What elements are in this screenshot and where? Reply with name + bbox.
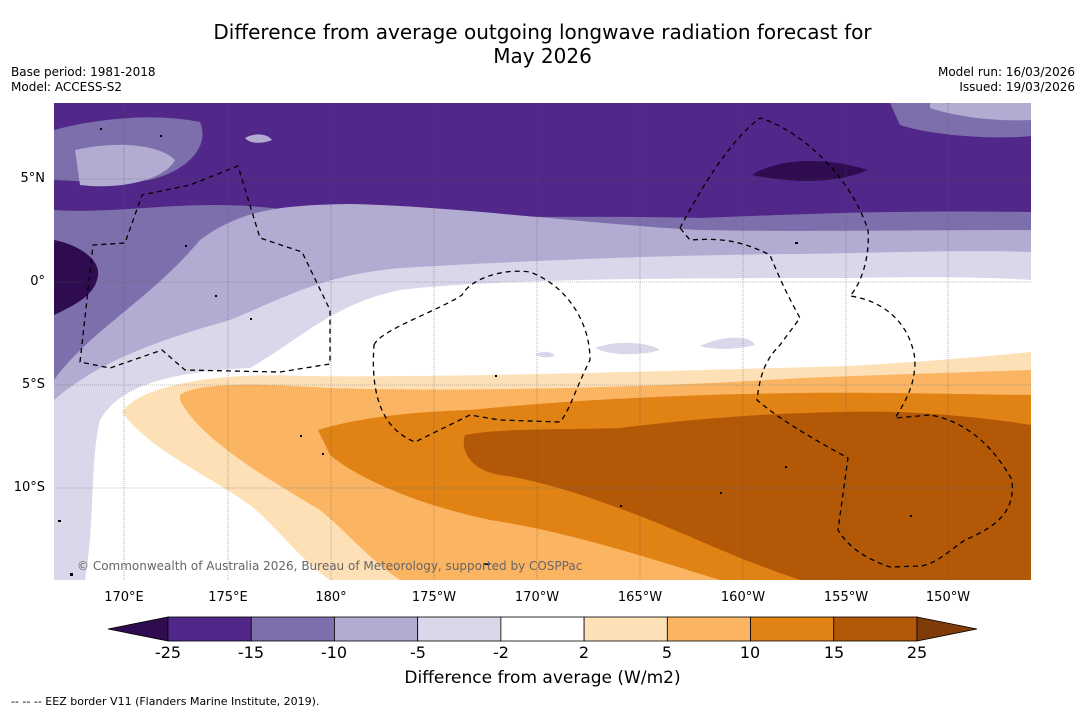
- cbar-tick-2: 2: [578, 643, 590, 662]
- colorbar-segment: [666, 616, 751, 642]
- field-small-patch: [245, 134, 272, 143]
- lon-label-170e: 170°E: [104, 590, 144, 605]
- eez-legend: -- -- -- EEZ border V11 (Flanders Marine…: [11, 695, 320, 708]
- title-line-1: Difference from average outgoing longwav…: [213, 20, 872, 44]
- cbar-tick-minus25: -25: [154, 643, 182, 662]
- title-line-2: May 2026: [493, 44, 592, 68]
- field-patch-nw-light: [75, 144, 175, 187]
- lon-label-170w: 170°W: [514, 590, 560, 605]
- colorbar-segment: [750, 616, 835, 642]
- cbar-tick-25: 25: [906, 643, 928, 662]
- lon-label-155w: 155°W: [823, 590, 869, 605]
- graticule: [54, 103, 1031, 580]
- run-info: Model run: 16/03/2026 Issued: 19/03/2026: [938, 65, 1075, 95]
- cbar-tick-minus5: -5: [410, 643, 426, 662]
- cbar-tick-10: 10: [739, 643, 761, 662]
- colorbar-segment: [583, 616, 668, 642]
- colorbar-segment: [167, 616, 252, 642]
- cbar-tick-15: 15: [823, 643, 845, 662]
- lat-label-5s: 5°S: [21, 377, 45, 392]
- cbar-tick-5: 5: [661, 643, 673, 662]
- issued-date: Issued: 19/03/2026: [959, 80, 1075, 94]
- copyright-text: © Commonwealth of Australia 2026, Bureau…: [77, 559, 583, 573]
- lat-label-5n: 5°N: [20, 171, 46, 186]
- colorbar-label: Difference from average (W/m2): [404, 668, 681, 688]
- lon-label-175w: 175°W: [411, 590, 457, 605]
- lat-label-10s: 10°S: [13, 480, 45, 495]
- model-info: Base period: 1981-2018 Model: ACCESS-S2: [11, 65, 156, 95]
- colorbar-segment: [500, 616, 585, 642]
- colorbar-extend-low: [107, 616, 169, 642]
- cbar-tick-minus2: -2: [493, 643, 509, 662]
- colorbar-segment: [833, 616, 918, 642]
- field-band-plus15: [463, 411, 1031, 580]
- field-island-1: [595, 342, 660, 355]
- cbar-tick-minus10: -10: [320, 643, 348, 662]
- lon-label-150w: 150°W: [925, 590, 971, 605]
- colorbar-extend-high: [916, 616, 978, 642]
- field-darkest-west: [54, 240, 99, 315]
- island-dots: [58, 128, 912, 576]
- field-patch-ne-light: [930, 103, 1031, 121]
- colorbar-segment: [334, 616, 419, 642]
- lon-label-160w: 160°W: [720, 590, 766, 605]
- lon-label-175e: 175°E: [208, 590, 248, 605]
- anomaly-field: [54, 103, 1031, 580]
- colorbar-segment: [417, 616, 502, 642]
- colorbar-segment: [250, 616, 335, 642]
- eez-borders: [79, 117, 1014, 568]
- field-island-3: [535, 351, 555, 358]
- lat-label-0: 0°: [30, 274, 45, 289]
- colorbar: [107, 616, 978, 642]
- cbar-tick-minus15: -15: [237, 643, 265, 662]
- base-period: Base period: 1981-2018: [11, 65, 156, 79]
- lon-label-165w: 165°W: [617, 590, 663, 605]
- map-title: Difference from average outgoing longwav…: [0, 20, 1085, 68]
- field-island-2: [700, 337, 755, 349]
- model-name: Model: ACCESS-S2: [11, 80, 123, 94]
- model-run: Model run: 16/03/2026: [937, 65, 1075, 79]
- lon-label-180: 180°: [315, 590, 347, 605]
